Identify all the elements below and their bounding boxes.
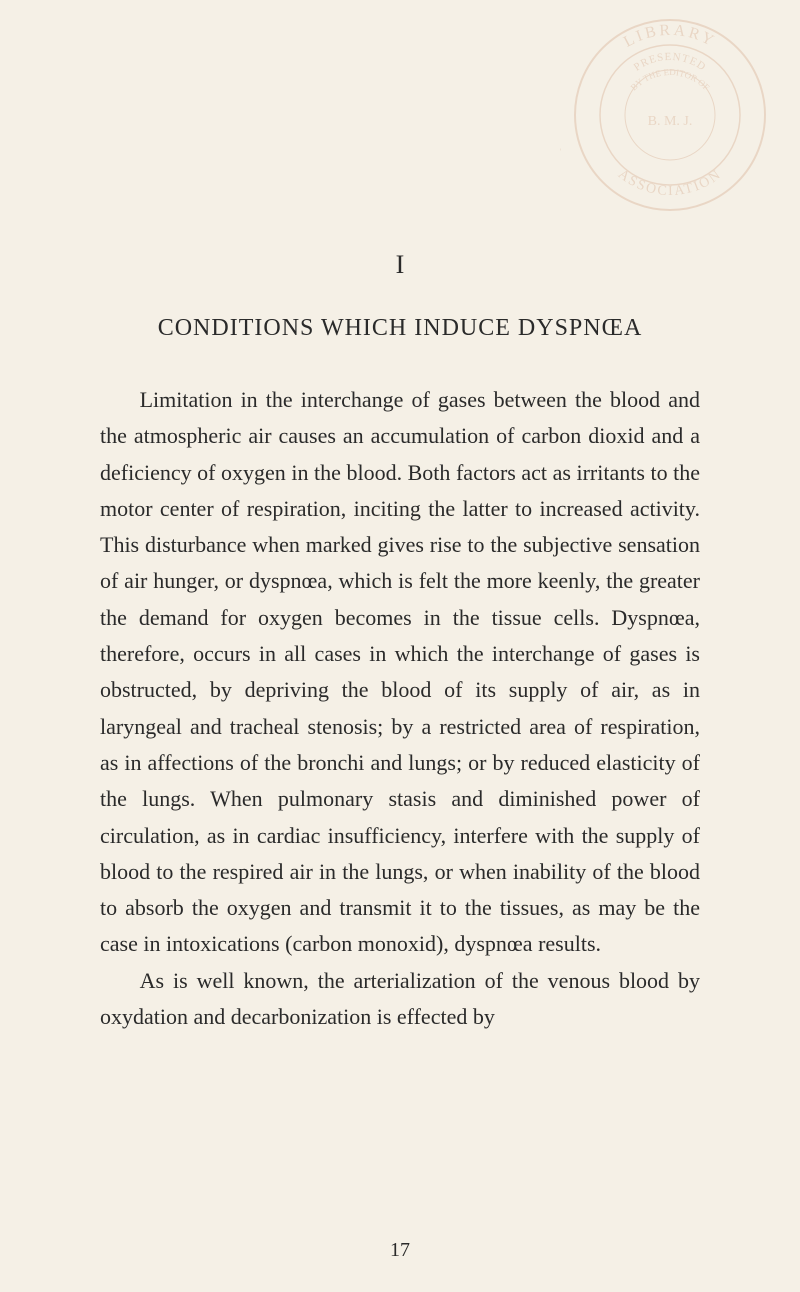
chapter-title: CONDITIONS WHICH INDUCE DYSPNŒA <box>100 315 700 342</box>
svg-text:ASSOCIATION: ASSOCIATION <box>615 167 725 199</box>
body-paragraph-2: As is well known, the arterialization of… <box>100 963 700 1036</box>
stamp-side-left: MEDICAL <box>560 75 564 154</box>
page-number: 17 <box>390 1239 410 1262</box>
stamp-text-bottom: ASSOCIATION <box>615 167 725 199</box>
svg-text:MEDICAL: MEDICAL <box>560 75 564 154</box>
stamp-inner-bottom: B. M. J. <box>648 114 693 129</box>
chapter-number: I <box>100 250 700 280</box>
library-stamp: LIBRARY ASSOCIATION PRESENTED BY THE EDI… <box>560 5 780 225</box>
body-paragraph-1: Limitation in the interchange of gases b… <box>100 382 700 963</box>
